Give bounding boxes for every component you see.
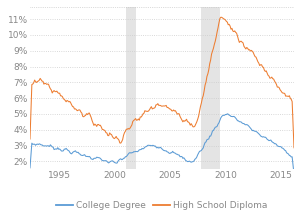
- Bar: [201, 7, 220, 169]
- Bar: [126, 7, 136, 169]
- Legend: College Degree, High School Diploma: College Degree, High School Diploma: [53, 197, 271, 214]
